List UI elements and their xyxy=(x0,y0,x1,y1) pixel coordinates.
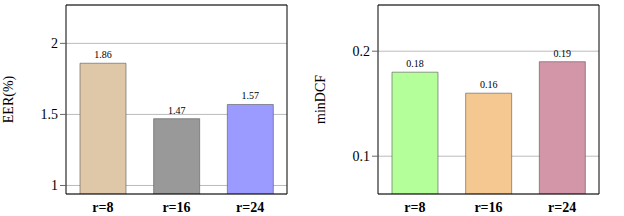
svg-text:EER(%): EER(%) xyxy=(8,75,17,123)
svg-text:minDCF: minDCF xyxy=(313,75,328,124)
svg-text:0.16: 0.16 xyxy=(480,79,498,90)
svg-text:1: 1 xyxy=(51,178,58,193)
svg-text:r=24: r=24 xyxy=(548,200,576,215)
svg-text:r=16: r=16 xyxy=(162,200,190,215)
svg-text:r=8: r=8 xyxy=(404,200,425,215)
svg-text:0.2: 0.2 xyxy=(353,44,371,59)
svg-text:1.5: 1.5 xyxy=(41,107,59,122)
svg-text:r=24: r=24 xyxy=(236,200,264,215)
svg-text:1.86: 1.86 xyxy=(94,49,112,60)
svg-text:2: 2 xyxy=(51,36,58,51)
svg-text:1.47: 1.47 xyxy=(168,105,186,116)
svg-text:r=8: r=8 xyxy=(92,200,113,215)
svg-text:r=16: r=16 xyxy=(474,200,502,215)
svg-text:0.18: 0.18 xyxy=(406,58,424,69)
svg-text:1.57: 1.57 xyxy=(242,90,260,101)
svg-text:0.1: 0.1 xyxy=(353,149,371,164)
svg-text:0.19: 0.19 xyxy=(554,48,572,59)
